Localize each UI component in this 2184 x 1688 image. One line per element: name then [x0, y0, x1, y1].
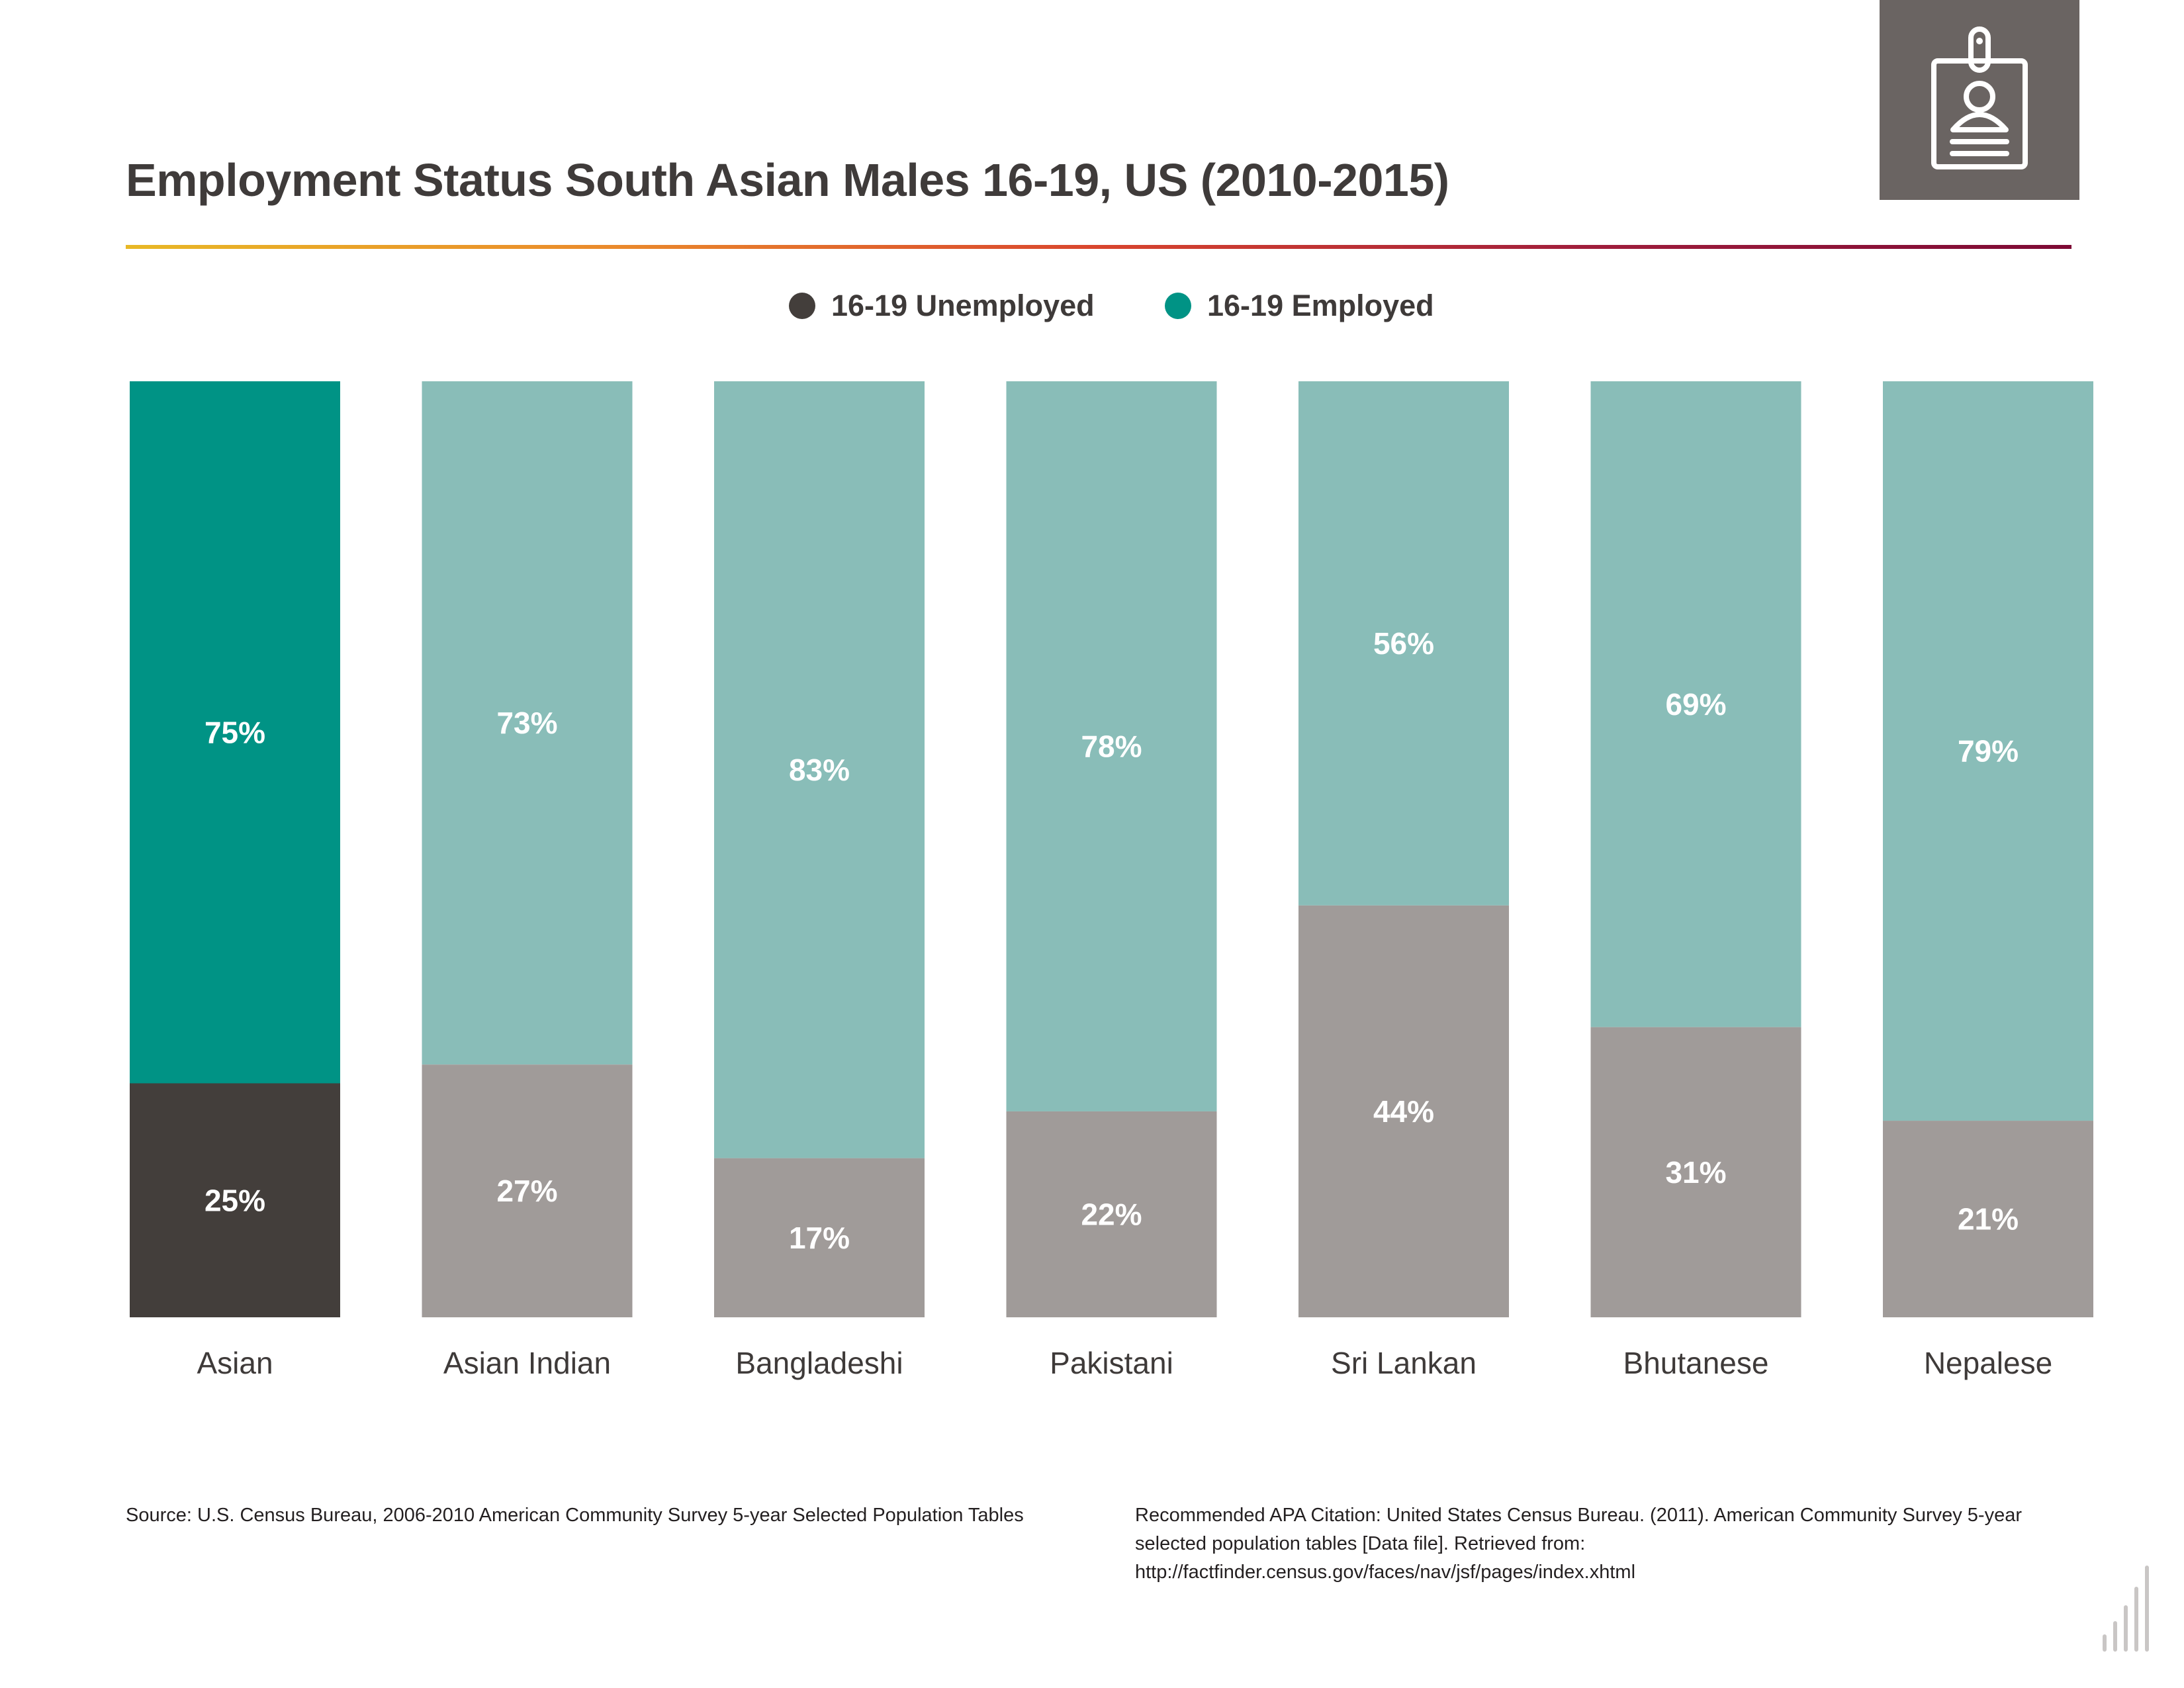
bar-unemployed-bhutanese [1590, 1027, 1801, 1317]
chart-title: Employment Status South Asian Males 16-1… [126, 154, 1449, 206]
x-tick-label-bangladeshi: Bangladeshi [735, 1346, 903, 1380]
legend-label-employed: 16-19 Employed [1207, 289, 1434, 322]
data-label-unemployed-nepalese: 21% [1958, 1202, 2019, 1237]
data-label-employed-asian-indian: 73% [496, 706, 557, 740]
data-label-employed-bhutanese: 69% [1665, 687, 1726, 722]
bar-employed-sri-lankan [1298, 381, 1509, 906]
id-badge-icon [1880, 0, 2079, 200]
x-tick-label-pakistani: Pakistani [1050, 1346, 1173, 1380]
bar-unemployed-asian-indian [422, 1064, 633, 1317]
bar-unemployed-sri-lankan [1298, 905, 1509, 1317]
data-label-unemployed-pakistani: 22% [1081, 1197, 1142, 1231]
data-label-employed-pakistani: 78% [1081, 729, 1142, 763]
unemployed-swatch [789, 293, 815, 319]
source-note: Source: U.S. Census Bureau, 2006-2010 Am… [126, 1505, 1024, 1526]
data-label-unemployed-asian: 25% [205, 1183, 265, 1217]
bar-unemployed-nepalese [1883, 1121, 2093, 1317]
bar-unemployed-asian [130, 1083, 340, 1317]
x-tick-label-bhutanese: Bhutanese [1623, 1346, 1769, 1380]
bar-employed-bangladeshi [714, 381, 925, 1158]
employed-swatch [1165, 293, 1191, 319]
data-label-unemployed-sri-lankan: 44% [1373, 1094, 1434, 1129]
bar-chart-logo-icon [2103, 1566, 2149, 1652]
data-label-employed-asian: 75% [205, 715, 265, 749]
data-label-unemployed-bhutanese: 31% [1665, 1155, 1726, 1190]
title-divider [126, 245, 2071, 249]
bar-employed-asian [130, 381, 340, 1084]
data-label-employed-nepalese: 79% [1958, 734, 2019, 769]
x-tick-label-asian: Asian [197, 1346, 273, 1380]
bar-employed-nepalese [1883, 381, 2093, 1121]
stacked-bar-chart: 75% 25% Asian 73% 27% Asian Indian 83% 17% Bangl… [130, 381, 2093, 1380]
bar-employed-asian-indian [422, 381, 633, 1065]
bar-employed-pakistani [1006, 381, 1217, 1111]
data-label-unemployed-bangladeshi: 17% [789, 1221, 850, 1255]
bar-unemployed-bangladeshi [714, 1158, 925, 1317]
data-label-employed-bangladeshi: 83% [789, 753, 850, 787]
legend: 16-19 Unemployed 16-19 Employed [0, 286, 2184, 328]
legend-label-unemployed: 16-19 Unemployed [831, 289, 1095, 322]
citation-note: Recommended APA Citation: United States … [1135, 1505, 2023, 1583]
x-tick-label-nepalese: Nepalese [1924, 1346, 2052, 1380]
x-tick-label-sri-lankan: Sri Lankan [1331, 1346, 1477, 1380]
data-label-employed-sri-lankan: 56% [1373, 626, 1434, 661]
bar-unemployed-pakistani [1006, 1111, 1217, 1317]
x-tick-label-asian-indian: Asian Indian [443, 1346, 611, 1380]
bar-employed-bhutanese [1590, 381, 1801, 1027]
data-label-unemployed-asian-indian: 27% [496, 1174, 557, 1208]
